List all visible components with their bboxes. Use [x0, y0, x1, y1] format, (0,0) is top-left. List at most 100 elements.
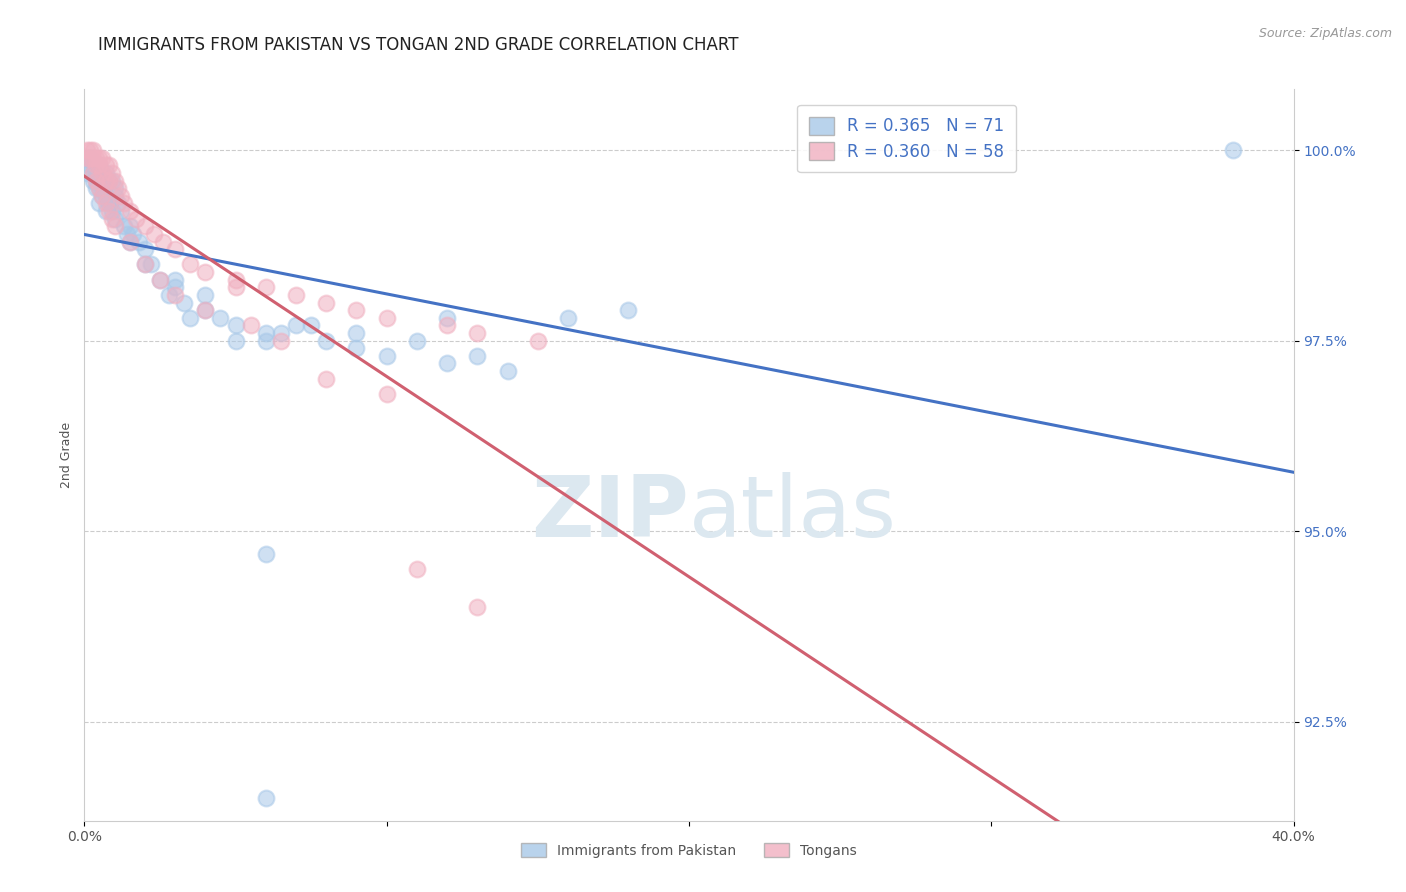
Point	[82, 143, 104, 157]
Point	[110, 189, 132, 203]
Point	[375, 387, 398, 401]
Point	[139, 257, 162, 271]
Point	[104, 181, 127, 195]
Point	[79, 143, 101, 157]
Point	[254, 547, 277, 561]
Point	[82, 174, 104, 188]
Point	[107, 196, 129, 211]
Point	[91, 166, 114, 180]
Point	[115, 227, 138, 241]
Point	[86, 166, 108, 180]
Point	[97, 196, 120, 211]
Point	[285, 288, 308, 302]
Point	[179, 257, 201, 271]
Point	[110, 204, 132, 219]
Point	[406, 562, 429, 576]
Point	[86, 158, 108, 172]
Point	[557, 310, 579, 325]
Point	[112, 196, 135, 211]
Point	[89, 181, 111, 195]
Point	[254, 280, 277, 294]
Point	[76, 166, 98, 180]
Point	[79, 158, 101, 172]
Y-axis label: 2nd Grade: 2nd Grade	[60, 422, 73, 488]
Point	[375, 310, 398, 325]
Point	[254, 790, 277, 805]
Point	[209, 310, 232, 325]
Point	[100, 166, 122, 180]
Point	[165, 242, 187, 256]
Point	[315, 372, 337, 386]
Point	[239, 318, 262, 333]
Point	[128, 235, 150, 249]
Point	[89, 196, 111, 211]
Point	[76, 151, 98, 165]
Text: atlas: atlas	[689, 472, 897, 555]
Point	[91, 151, 114, 165]
Point	[617, 303, 640, 318]
Point	[436, 310, 458, 325]
Point	[91, 189, 114, 203]
Point	[134, 242, 156, 256]
Point	[89, 158, 111, 172]
Point	[194, 265, 217, 279]
Point	[118, 219, 141, 234]
Point	[134, 257, 156, 271]
Point	[86, 174, 108, 188]
Point	[225, 318, 247, 333]
Point	[91, 166, 114, 180]
Point	[86, 174, 108, 188]
Point	[100, 204, 122, 219]
Point	[118, 235, 141, 249]
Point	[94, 196, 117, 211]
Point	[89, 158, 111, 172]
Point	[285, 318, 308, 333]
Point	[134, 257, 156, 271]
Point	[86, 151, 108, 165]
Point	[104, 219, 127, 234]
Point	[94, 204, 117, 219]
Point	[406, 334, 429, 348]
Point	[467, 349, 489, 363]
Point	[346, 326, 368, 340]
Point	[89, 166, 111, 180]
Point	[225, 273, 247, 287]
Legend: Immigrants from Pakistan, Tongans: Immigrants from Pakistan, Tongans	[515, 836, 863, 865]
Point	[467, 326, 489, 340]
Point	[315, 295, 337, 310]
Point	[165, 288, 187, 302]
Point	[104, 189, 127, 203]
Point	[346, 341, 368, 355]
Point	[94, 189, 117, 203]
Point	[94, 174, 117, 188]
Text: ZIP: ZIP	[531, 472, 689, 555]
Point	[118, 204, 141, 219]
Point	[76, 151, 98, 165]
Point	[173, 295, 195, 310]
Point	[76, 143, 98, 157]
Point	[104, 174, 127, 188]
Point	[100, 211, 122, 226]
Point	[82, 158, 104, 172]
Point	[467, 600, 489, 615]
Point	[82, 166, 104, 180]
Point	[97, 174, 120, 188]
Point	[142, 227, 165, 241]
Point	[94, 166, 117, 180]
Point	[157, 288, 180, 302]
Point	[225, 334, 247, 348]
Point	[149, 273, 172, 287]
Point	[194, 303, 217, 318]
Point	[254, 334, 277, 348]
Point	[91, 181, 114, 195]
Point	[346, 303, 368, 318]
Text: IMMIGRANTS FROM PAKISTAN VS TONGAN 2ND GRADE CORRELATION CHART: IMMIGRANTS FROM PAKISTAN VS TONGAN 2ND G…	[98, 36, 740, 54]
Point	[496, 364, 519, 378]
Point	[225, 280, 247, 294]
Point	[86, 181, 108, 195]
Point	[91, 174, 114, 188]
Point	[79, 151, 101, 165]
Point	[165, 273, 187, 287]
Text: Source: ZipAtlas.com: Source: ZipAtlas.com	[1258, 27, 1392, 40]
Point	[91, 189, 114, 203]
